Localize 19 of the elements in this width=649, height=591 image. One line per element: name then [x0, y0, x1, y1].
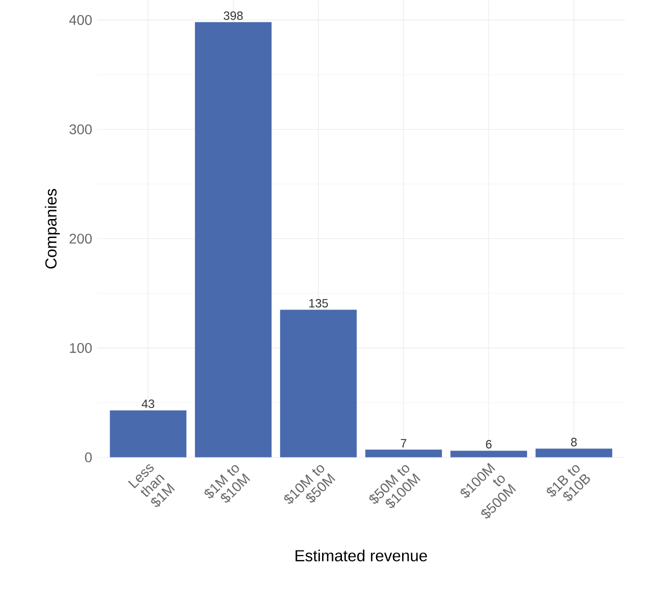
bar: [536, 448, 612, 458]
bar: [365, 450, 442, 458]
data-label: 43: [142, 399, 154, 408]
data-label: 398: [224, 11, 243, 20]
data-label: 6: [486, 440, 492, 448]
y-axis-title: Companies: [44, 188, 60, 268]
bar: [194, 22, 272, 458]
y-tick-label: 100: [70, 342, 92, 353]
data-label: 7: [400, 438, 406, 448]
data-label: 135: [309, 298, 328, 308]
bar: [450, 450, 528, 458]
x-axis-title: Estimated revenue: [296, 549, 427, 562]
y-tick-label: 400: [69, 14, 92, 25]
y-tick-label: 0: [85, 452, 92, 462]
data-label: 8: [571, 438, 577, 446]
y-tick-label: 300: [69, 124, 92, 134]
y-tick-label: 200: [70, 234, 92, 244]
bar: [280, 310, 357, 458]
bar: [110, 410, 186, 458]
